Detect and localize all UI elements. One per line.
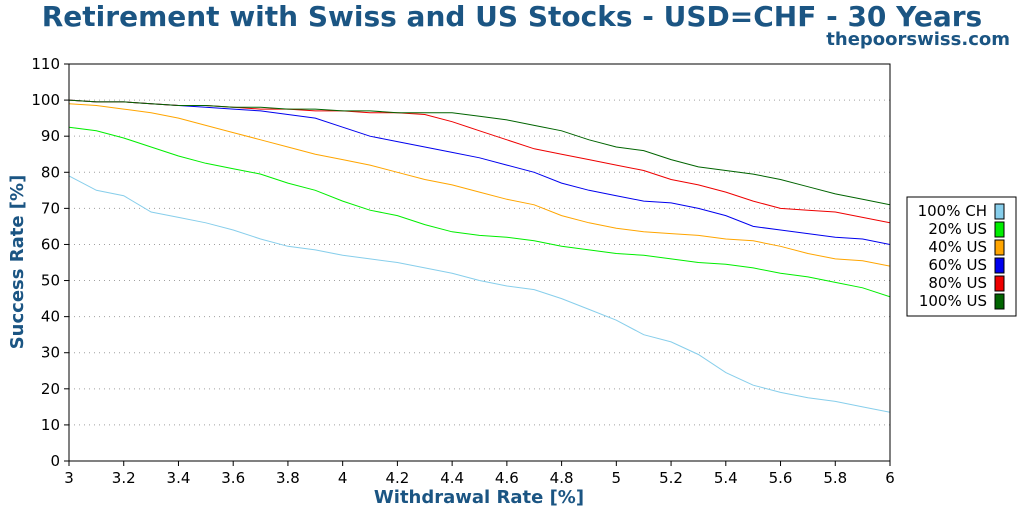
x-tick-label: 4.6 [495, 469, 519, 487]
grid-lines [69, 99, 890, 426]
legend-label: 100% US [919, 292, 987, 310]
plot-frame [68, 63, 891, 462]
y-tick-label: 80 [41, 163, 60, 181]
legend-label: 40% US [928, 238, 987, 256]
x-axis-title: Withdrawal Rate [%] [374, 487, 584, 508]
legend-label: 80% US [928, 274, 987, 292]
x-tick-label: 3.4 [167, 469, 191, 487]
x-axis-ticks: 3 3.2 3.4 3.6 3.8 4 4.2 4.4 4.6 4.8 5 5.2 5.4 5.6 5.8 6 [64, 461, 895, 487]
y-axis-title: Success Rate [%] [7, 175, 28, 350]
y-tick-label: 30 [41, 344, 60, 362]
x-tick-label: 4.2 [385, 469, 409, 487]
y-tick-label: 90 [41, 127, 60, 145]
x-tick-label: 3.8 [276, 469, 300, 487]
legend-label: 60% US [928, 256, 987, 274]
series-line-4 [68, 99, 891, 224]
y-tick-label: 70 [41, 199, 60, 217]
y-tick-label: 110 [31, 55, 60, 73]
x-tick-label: 5.6 [769, 469, 793, 487]
chart-title: Retirement with Swiss and US Stocks - US… [41, 0, 983, 33]
y-axis-ticks: 0 10 20 30 40 50 60 70 80 90 100 110 [31, 55, 69, 470]
series-line-1 [68, 126, 891, 298]
legend-swatch [994, 275, 1005, 292]
x-tick-label: 5.8 [823, 469, 847, 487]
y-tick-label: 100 [31, 91, 60, 109]
legend-swatch [994, 257, 1005, 274]
y-tick-label: 0 [50, 452, 60, 470]
legend-swatch [994, 221, 1005, 238]
x-tick-label: 5.2 [659, 469, 683, 487]
y-tick-label: 50 [41, 272, 60, 290]
legend-label: 100% CH [918, 202, 987, 220]
x-tick-label: 3.6 [221, 469, 245, 487]
x-tick-label: 4.4 [440, 469, 464, 487]
y-tick-label: 60 [41, 235, 60, 253]
series-line-5 [68, 99, 891, 206]
series-line-3 [68, 99, 891, 245]
y-tick-label: 40 [41, 308, 60, 326]
x-tick-label: 4 [338, 469, 348, 487]
x-tick-label: 5.4 [714, 469, 738, 487]
series-line-0 [68, 175, 891, 413]
x-tick-label: 3.2 [112, 469, 136, 487]
series-line-2 [68, 103, 891, 267]
x-tick-label: 6 [885, 469, 895, 487]
y-tick-label: 10 [41, 416, 60, 434]
chart-subtitle: thepoorswiss.com [826, 29, 1010, 50]
x-tick-label: 3 [64, 469, 74, 487]
legend-label: 20% US [928, 220, 987, 238]
legend-swatch [994, 203, 1005, 220]
y-tick-label: 20 [41, 380, 60, 398]
legend-swatch [994, 239, 1005, 256]
legend-swatch [994, 293, 1005, 310]
x-tick-label: 4.8 [550, 469, 574, 487]
x-tick-label: 5 [612, 469, 622, 487]
series-lines [68, 99, 891, 413]
